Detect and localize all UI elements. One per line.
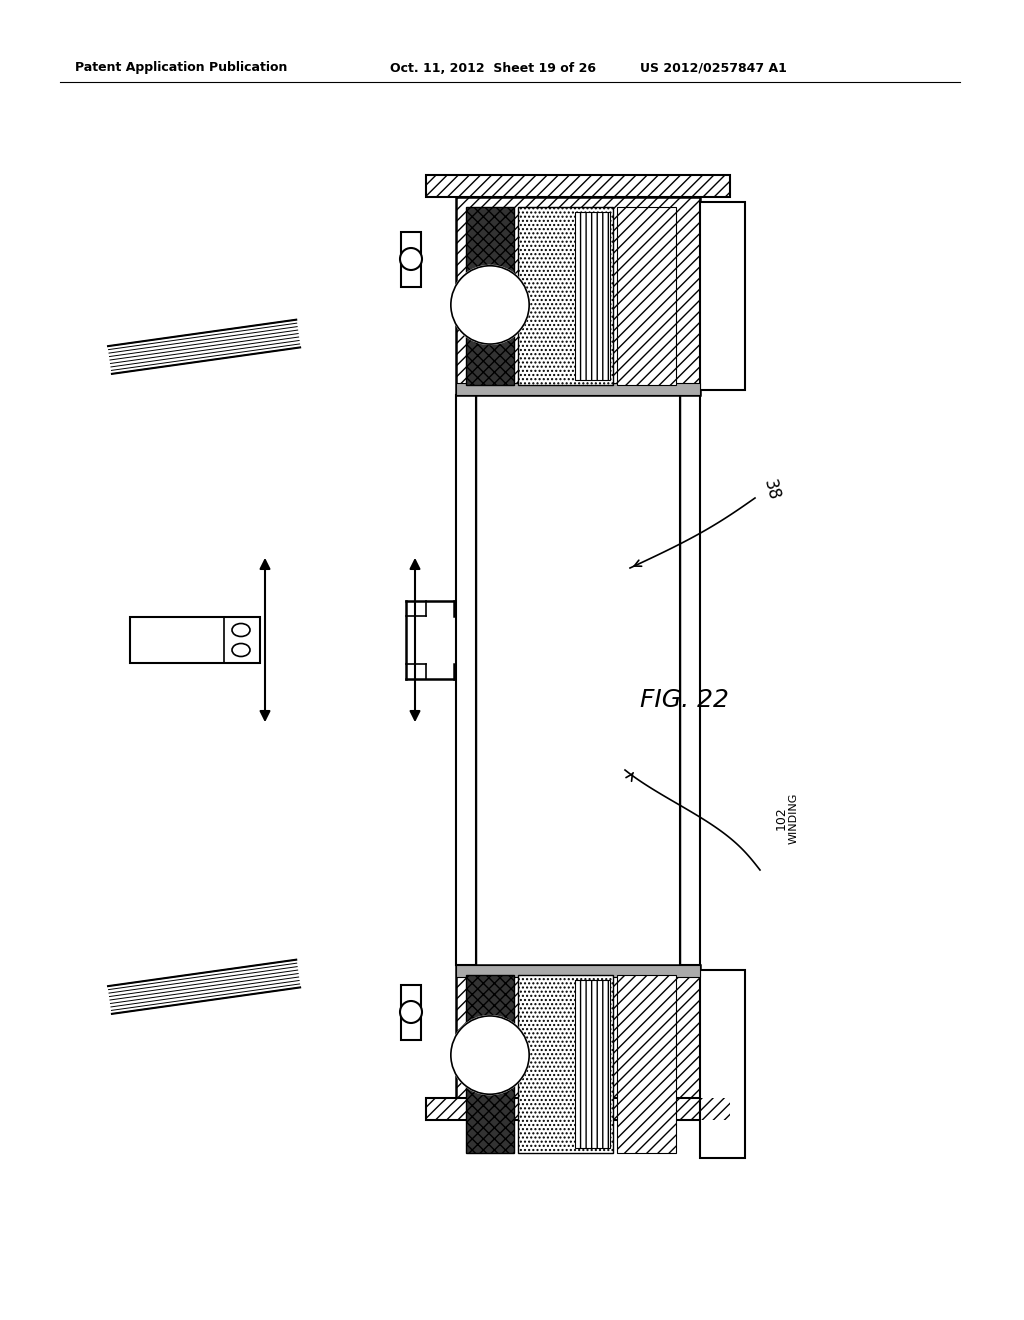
Bar <box>456 197 700 395</box>
Bar <box>617 975 676 1152</box>
Bar <box>575 213 610 380</box>
Text: FIG. 22: FIG. 22 <box>640 688 729 711</box>
Bar <box>518 207 613 385</box>
Bar <box>130 616 260 663</box>
Text: Patent Application Publication: Patent Application Publication <box>75 62 288 74</box>
Circle shape <box>451 265 529 345</box>
Circle shape <box>400 248 422 271</box>
Bar <box>426 1098 730 1119</box>
Bar <box>456 383 700 395</box>
Text: 102: 102 <box>775 807 788 830</box>
Bar <box>575 213 610 380</box>
Bar <box>466 207 514 385</box>
Bar <box>680 395 700 965</box>
Ellipse shape <box>232 623 250 636</box>
Bar <box>456 965 700 1098</box>
Ellipse shape <box>232 644 250 656</box>
Bar <box>456 965 700 977</box>
Bar <box>456 197 700 395</box>
Bar <box>466 207 514 385</box>
Bar <box>426 176 730 197</box>
Bar <box>401 985 421 1040</box>
Bar <box>426 176 730 197</box>
Bar <box>518 975 613 1152</box>
Bar <box>518 975 613 1152</box>
Bar <box>700 970 745 1158</box>
Bar <box>518 207 613 385</box>
Bar <box>700 202 745 389</box>
Bar <box>617 207 676 385</box>
Bar <box>456 965 700 1098</box>
Bar <box>575 979 610 1148</box>
Circle shape <box>400 1001 422 1023</box>
Bar <box>575 979 610 1148</box>
Bar <box>426 1098 730 1119</box>
Bar <box>466 975 514 1152</box>
Bar <box>617 207 676 385</box>
Text: US 2012/0257847 A1: US 2012/0257847 A1 <box>640 62 786 74</box>
Bar <box>401 232 421 286</box>
Text: WINDING: WINDING <box>790 792 799 843</box>
Circle shape <box>451 1016 529 1094</box>
Bar <box>617 975 676 1152</box>
Bar <box>466 975 514 1152</box>
Text: 38: 38 <box>760 478 783 503</box>
Bar <box>456 395 476 965</box>
Text: Oct. 11, 2012  Sheet 19 of 26: Oct. 11, 2012 Sheet 19 of 26 <box>390 62 596 74</box>
